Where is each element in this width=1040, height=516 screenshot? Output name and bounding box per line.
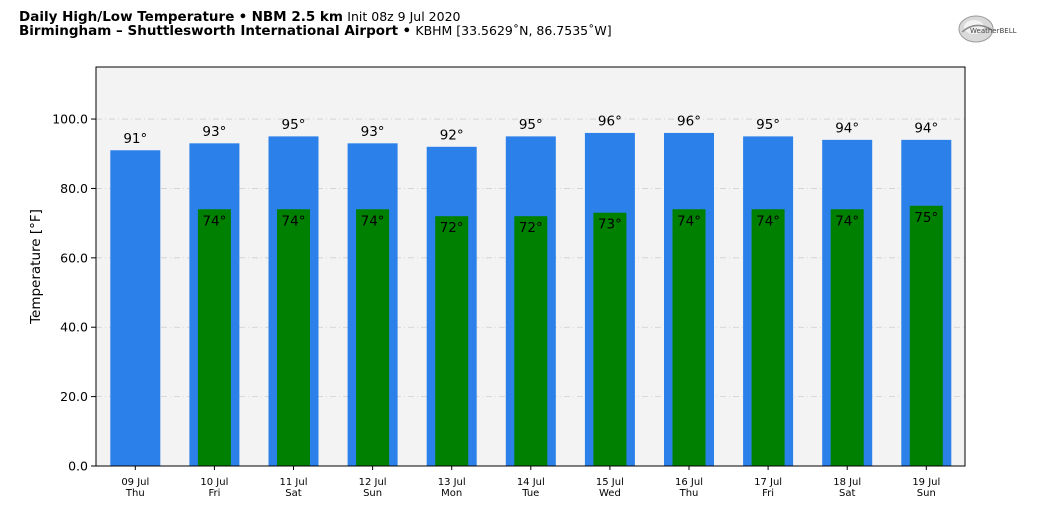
x-tick-date: 17 Jul — [754, 477, 782, 488]
x-tick-day: Mon — [441, 488, 462, 499]
y-tick-label: 20.0 — [60, 389, 88, 404]
x-tick-date: 10 Jul — [200, 477, 228, 488]
low-temp-label: 74° — [202, 213, 226, 229]
x-tick-day: Sun — [917, 488, 936, 499]
high-temp-label: 92° — [440, 127, 464, 143]
location-name: Birmingham – Shuttlesworth International… — [19, 23, 399, 39]
low-temp-label: 72° — [440, 220, 464, 236]
y-tick-label: 80.0 — [60, 181, 88, 196]
low-temp-label: 73° — [598, 217, 622, 233]
y-tick-label: 40.0 — [60, 320, 88, 335]
high-temp-label: 96° — [598, 113, 622, 129]
x-tick-day: Thu — [679, 488, 699, 499]
low-temp-bar — [672, 209, 706, 466]
chart-title: Daily High/Low Temperature — [19, 9, 235, 25]
weatherbell-logo-icon: WeatherBELL — [958, 15, 1017, 43]
x-tick-date: 15 Jul — [596, 477, 624, 488]
low-temp-bar — [197, 209, 231, 466]
y-axis-label: Temperature [°F] — [28, 209, 44, 325]
low-temp-bar — [435, 216, 469, 466]
bullet: • — [402, 23, 412, 39]
x-tick-day: Fri — [762, 488, 774, 499]
x-tick-date: 19 Jul — [912, 477, 940, 488]
y-tick-label: 60.0 — [60, 250, 88, 265]
low-temp-label: 74° — [282, 213, 306, 229]
high-temp-label: 93° — [202, 124, 226, 140]
init-time: Init 08z 9 Jul 2020 — [347, 9, 461, 24]
x-tick-day: Thu — [125, 488, 145, 499]
location-line: Birmingham – Shuttlesworth International… — [19, 23, 612, 39]
low-temp-label: 74° — [835, 213, 859, 229]
low-temp-bar — [356, 209, 390, 466]
x-tick-day: Sat — [839, 488, 855, 499]
high-temp-label: 95° — [756, 117, 780, 133]
low-temp-label: 74° — [677, 213, 701, 229]
x-tick-day: Sat — [285, 488, 301, 499]
x-tick-date: 16 Jul — [675, 477, 703, 488]
x-tick-date: 12 Jul — [359, 477, 387, 488]
high-temp-label: 94° — [835, 120, 859, 136]
low-temp-label: 74° — [756, 213, 780, 229]
x-tick-date: 13 Jul — [438, 477, 466, 488]
low-temp-bar — [751, 209, 785, 466]
low-temp-bar — [909, 205, 943, 467]
high-temp-label: 94° — [914, 120, 938, 136]
x-tick-date: 11 Jul — [280, 477, 308, 488]
high-temp-label: 91° — [123, 131, 147, 147]
x-tick-date: 09 Jul — [121, 477, 149, 488]
x-tick-date: 18 Jul — [833, 477, 861, 488]
y-tick-label: 0.0 — [68, 459, 88, 474]
y-tick-label: 100.0 — [52, 112, 88, 127]
chart-title-line: Daily High/Low Temperature • NBM 2.5 km … — [19, 9, 460, 25]
low-temp-bar — [277, 209, 310, 466]
low-temp-label: 72° — [519, 220, 543, 236]
low-temp-bar — [830, 209, 864, 466]
high-temp-label: 95° — [282, 117, 306, 133]
low-temp-bar — [514, 216, 548, 466]
low-temp-label: 74° — [361, 213, 385, 229]
x-tick-date: 14 Jul — [517, 477, 545, 488]
high-temp-label: 96° — [677, 113, 701, 129]
high-temp-bar — [110, 150, 161, 466]
x-tick-day: Sun — [363, 488, 382, 499]
high-temp-label: 95° — [519, 117, 543, 133]
x-tick-day: Wed — [599, 488, 621, 499]
plot-frame — [95, 66, 966, 467]
logo-text: WeatherBELL — [970, 27, 1017, 35]
low-temp-label: 75° — [914, 210, 938, 226]
x-tick-day: Fri — [208, 488, 220, 499]
low-temp-bar — [593, 212, 627, 466]
x-tick-day: Tue — [521, 488, 539, 499]
high-temp-label: 93° — [361, 124, 385, 140]
bullet: • — [238, 9, 248, 25]
model-name: NBM 2.5 km — [251, 9, 343, 25]
station-info: KBHM [33.5629˚N, 86.7535˚W] — [415, 23, 612, 38]
